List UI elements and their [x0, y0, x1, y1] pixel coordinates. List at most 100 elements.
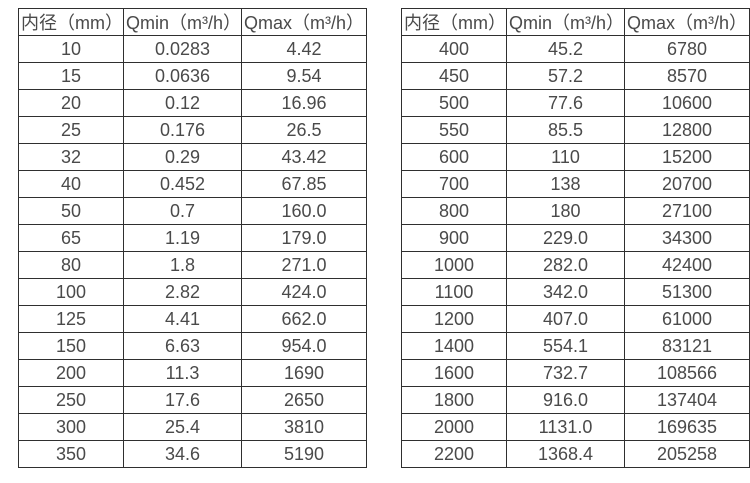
table-row: 10 0.0283 4.42 [18, 35, 367, 63]
cell-qmin: 407.0 [505, 305, 626, 333]
cell-qmin: 138 [505, 170, 626, 198]
cell-qmax: 5190 [241, 440, 367, 468]
table-row: 15 0.0636 9.54 [18, 62, 367, 90]
cell-diameter: 25 [18, 116, 124, 144]
cell-diameter: 350 [18, 440, 124, 468]
table-row: 100 2.82 424.0 [18, 278, 367, 306]
cell-diameter: 700 [401, 170, 507, 198]
header-qmax: Qmax（m³/h） [624, 8, 750, 36]
table-row: 50 0.7 160.0 [18, 197, 367, 225]
cell-qmax: 12800 [624, 116, 750, 144]
cell-diameter: 20 [18, 89, 124, 117]
cell-diameter: 1200 [401, 305, 507, 333]
table-row: 500 77.6 10600 [401, 89, 750, 117]
cell-qmin: 2.82 [122, 278, 243, 306]
cell-qmin: 1.19 [122, 224, 243, 252]
cell-qmin: 1368.4 [505, 440, 626, 468]
cell-diameter: 100 [18, 278, 124, 306]
cell-diameter: 300 [18, 413, 124, 441]
cell-qmin: 554.1 [505, 332, 626, 360]
cell-qmax: 42400 [624, 251, 750, 279]
cell-diameter: 10 [18, 35, 124, 63]
flow-table-right: 内径（mm） Qmin（m³/h） Qmax（m³/h） 400 45.2 6780… [401, 8, 750, 468]
cell-qmax: 16.96 [241, 89, 367, 117]
cell-qmin: 0.452 [122, 170, 243, 198]
cell-diameter: 1100 [401, 278, 507, 306]
cell-qmin: 0.0283 [122, 35, 243, 63]
cell-diameter: 450 [401, 62, 507, 90]
header-qmin: Qmin（m³/h） [505, 8, 626, 36]
cell-qmax: 6780 [624, 35, 750, 63]
cell-diameter: 2200 [401, 440, 507, 468]
cell-qmax: 43.42 [241, 143, 367, 171]
cell-qmax: 137404 [624, 386, 750, 414]
cell-diameter: 200 [18, 359, 124, 387]
table-row: 1000 282.0 42400 [401, 251, 750, 279]
cell-qmax: 26.5 [241, 116, 367, 144]
table-row: 700 138 20700 [401, 170, 750, 198]
table-row: 1800 916.0 137404 [401, 386, 750, 414]
cell-qmax: 27100 [624, 197, 750, 225]
cell-qmin: 916.0 [505, 386, 626, 414]
cell-diameter: 1800 [401, 386, 507, 414]
table-row: 32 0.29 43.42 [18, 143, 367, 171]
cell-diameter: 80 [18, 251, 124, 279]
cell-qmin: 0.0636 [122, 62, 243, 90]
cell-qmax: 954.0 [241, 332, 367, 360]
cell-qmin: 0.176 [122, 116, 243, 144]
cell-qmax: 160.0 [241, 197, 367, 225]
cell-qmin: 45.2 [505, 35, 626, 63]
cell-qmax: 8570 [624, 62, 750, 90]
cell-qmax: 51300 [624, 278, 750, 306]
flow-table-left: 内径（mm） Qmin（m³/h） Qmax（m³/h） 10 0.0283 4.4… [18, 8, 367, 468]
cell-qmin: 229.0 [505, 224, 626, 252]
cell-qmin: 732.7 [505, 359, 626, 387]
table-row: 200 11.3 1690 [18, 359, 367, 387]
table-row: 80 1.8 271.0 [18, 251, 367, 279]
cell-qmax: 108566 [624, 359, 750, 387]
cell-diameter: 400 [401, 35, 507, 63]
cell-diameter: 1000 [401, 251, 507, 279]
table-row: 20 0.12 16.96 [18, 89, 367, 117]
table-row: 1600 732.7 108566 [401, 359, 750, 387]
cell-qmax: 1690 [241, 359, 367, 387]
table-row: 600 110 15200 [401, 143, 750, 171]
table-row: 1400 554.1 83121 [401, 332, 750, 360]
table-body: 10 0.0283 4.42 15 0.0636 9.54 20 0.12 16.96 25 0.1… [18, 35, 367, 468]
cell-diameter: 150 [18, 332, 124, 360]
cell-qmax: 4.42 [241, 35, 367, 63]
cell-qmin: 1.8 [122, 251, 243, 279]
header-qmin: Qmin（m³/h） [122, 8, 243, 36]
cell-qmin: 17.6 [122, 386, 243, 414]
header-diameter: 内径（mm） [18, 8, 124, 36]
cell-diameter: 800 [401, 197, 507, 225]
table-row: 550 85.5 12800 [401, 116, 750, 144]
table-row: 40 0.452 67.85 [18, 170, 367, 198]
table-row: 1200 407.0 61000 [401, 305, 750, 333]
cell-qmin: 342.0 [505, 278, 626, 306]
cell-qmin: 1131.0 [505, 413, 626, 441]
cell-qmax: 67.85 [241, 170, 367, 198]
table-row: 300 25.4 3810 [18, 413, 367, 441]
cell-qmin: 34.6 [122, 440, 243, 468]
table-row: 1100 342.0 51300 [401, 278, 750, 306]
cell-qmin: 180 [505, 197, 626, 225]
table-row: 900 229.0 34300 [401, 224, 750, 252]
table-header-row: 内径（mm） Qmin（m³/h） Qmax（m³/h） [18, 8, 367, 36]
cell-qmin: 6.63 [122, 332, 243, 360]
cell-qmax: 424.0 [241, 278, 367, 306]
cell-qmin: 0.7 [122, 197, 243, 225]
cell-qmin: 25.4 [122, 413, 243, 441]
cell-qmin: 0.29 [122, 143, 243, 171]
cell-qmin: 57.2 [505, 62, 626, 90]
cell-diameter: 40 [18, 170, 124, 198]
cell-qmin: 4.41 [122, 305, 243, 333]
cell-qmin: 110 [505, 143, 626, 171]
cell-diameter: 1400 [401, 332, 507, 360]
cell-qmax: 662.0 [241, 305, 367, 333]
cell-qmin: 77.6 [505, 89, 626, 117]
table-row: 65 1.19 179.0 [18, 224, 367, 252]
cell-qmax: 205258 [624, 440, 750, 468]
cell-qmax: 169635 [624, 413, 750, 441]
cell-diameter: 250 [18, 386, 124, 414]
